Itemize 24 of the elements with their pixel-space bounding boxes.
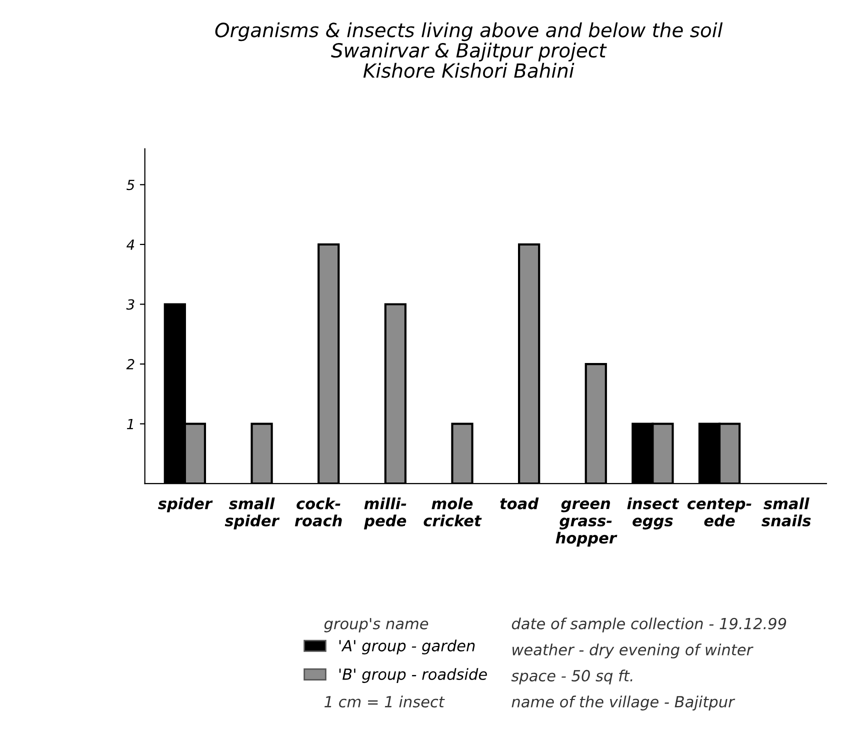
chart-title: Organisms & insects living above and below the soil Swanirvar & Bajitpur project Kishore Kishori Bahini	[215, 22, 723, 78]
x-tick-label: cock- roach	[294, 497, 342, 526]
x-tick-label: green grass- hopper	[556, 500, 618, 547]
x-tick-label: mole cricket	[424, 497, 482, 526]
y-tick-label: 4	[126, 240, 134, 250]
x-tick-label: milli- pede	[364, 497, 406, 530]
x-tick-label: centep- ede	[687, 498, 752, 526]
text: group's name	[324, 618, 428, 632]
x-tick-label: small snails	[762, 497, 811, 526]
legend-label: 'A' group - garden	[339, 640, 475, 654]
x-tick-label: small spider	[224, 497, 280, 530]
text: weather - dry evening of winter	[512, 644, 754, 658]
y-tick-label: 1	[126, 418, 134, 430]
text: space - 50 sq ft.	[511, 670, 632, 684]
x-tick-label: toad	[500, 497, 539, 510]
text: date of sample collection - 19.12.99	[512, 618, 786, 632]
y-tick-label: 3	[126, 299, 134, 310]
y-tick-label: 2	[126, 358, 134, 370]
x-tick-label: insect eggs	[627, 497, 680, 530]
text: 1 cm = 1 insect	[324, 696, 445, 708]
x-tick-label: spider	[158, 497, 213, 512]
text: name of the village - Bajitpur	[512, 696, 736, 710]
y-tick-label: 5	[126, 180, 134, 190]
legend-label: 'B' group - roadside	[339, 668, 487, 683]
